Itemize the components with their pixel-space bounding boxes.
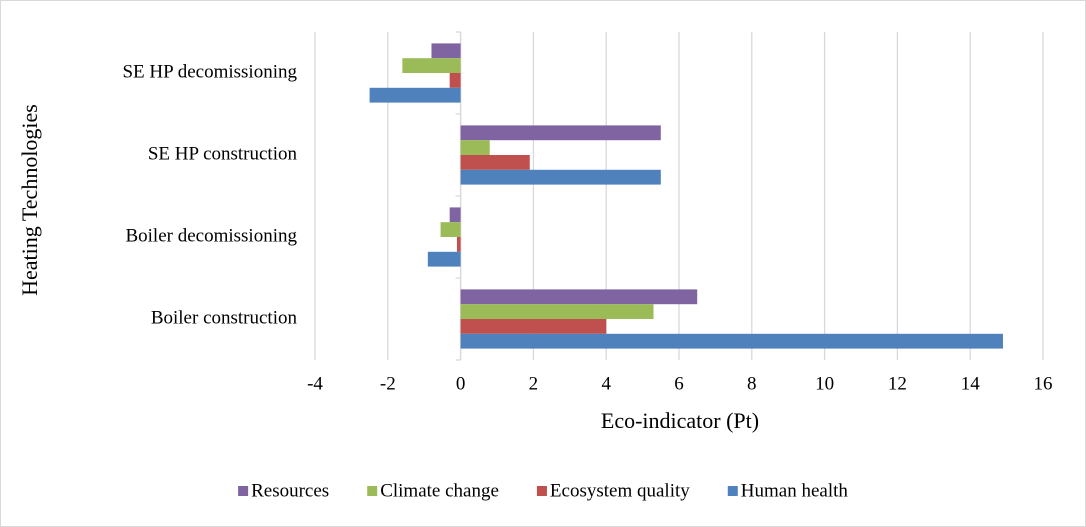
legend-label: Human health <box>741 480 849 501</box>
bar <box>460 319 607 334</box>
bar <box>460 289 698 305</box>
bar <box>449 207 461 223</box>
bar <box>460 304 654 319</box>
bar <box>402 58 461 73</box>
bar <box>460 333 1003 349</box>
x-tick-label: 10 <box>815 373 834 394</box>
bar <box>369 87 461 103</box>
y-tick-label: SE HP decomissioning <box>122 61 297 82</box>
legend-swatch <box>238 486 249 496</box>
y-tick-label: Boiler decomissioning <box>125 225 297 246</box>
y-tick-label: SE HP construction <box>148 143 298 164</box>
legend-swatch <box>367 486 378 496</box>
bar <box>456 237 461 252</box>
legend-label: Climate change <box>380 480 499 501</box>
bar <box>427 251 461 267</box>
bar <box>460 155 530 170</box>
y-tick-label: Boiler construction <box>151 307 298 328</box>
bar <box>460 125 661 141</box>
legend-label: Resources <box>251 480 329 501</box>
x-tick-label: 6 <box>674 373 684 394</box>
x-tick-label: -2 <box>380 373 396 394</box>
bar <box>440 222 461 237</box>
x-tick-label: 4 <box>601 373 611 394</box>
x-tick-label: 16 <box>1034 373 1053 394</box>
x-tick-label: -4 <box>307 373 323 394</box>
x-tick-label: 14 <box>961 373 981 394</box>
bar <box>449 73 461 88</box>
x-tick-label: 12 <box>888 373 907 394</box>
legend-swatch <box>727 486 738 496</box>
x-tick-label: 2 <box>529 373 539 394</box>
x-tick-label: 8 <box>747 373 757 394</box>
x-axis-title: Eco-indicator (Pt) <box>601 408 759 433</box>
bar <box>460 169 661 185</box>
y-axis-title: Heating Technologies <box>17 104 42 296</box>
bar <box>431 43 461 59</box>
x-tick-label: 0 <box>456 373 466 394</box>
legend-label: Ecosystem quality <box>550 480 690 501</box>
bar <box>460 140 490 155</box>
legend-swatch <box>536 486 547 496</box>
